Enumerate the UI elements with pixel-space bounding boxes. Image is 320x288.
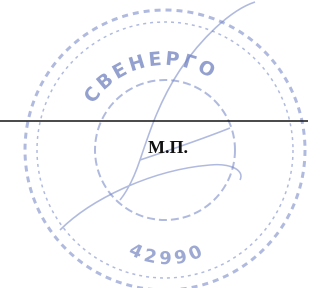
seal-number-path: 42990 bbox=[126, 239, 209, 269]
seal-number: 42990 bbox=[126, 239, 209, 269]
seal-ring-text: СВЕНЕРГО bbox=[80, 48, 222, 108]
seal-ring-text-path: СВЕНЕРГО bbox=[80, 48, 222, 108]
page: СВЕНЕРГО 42990 М.П. (() => { const data … bbox=[0, 0, 308, 288]
stamp-place-mark: М.П. bbox=[148, 137, 188, 157]
stamp-scan: СВЕНЕРГО 42990 М.П. bbox=[0, 0, 308, 288]
